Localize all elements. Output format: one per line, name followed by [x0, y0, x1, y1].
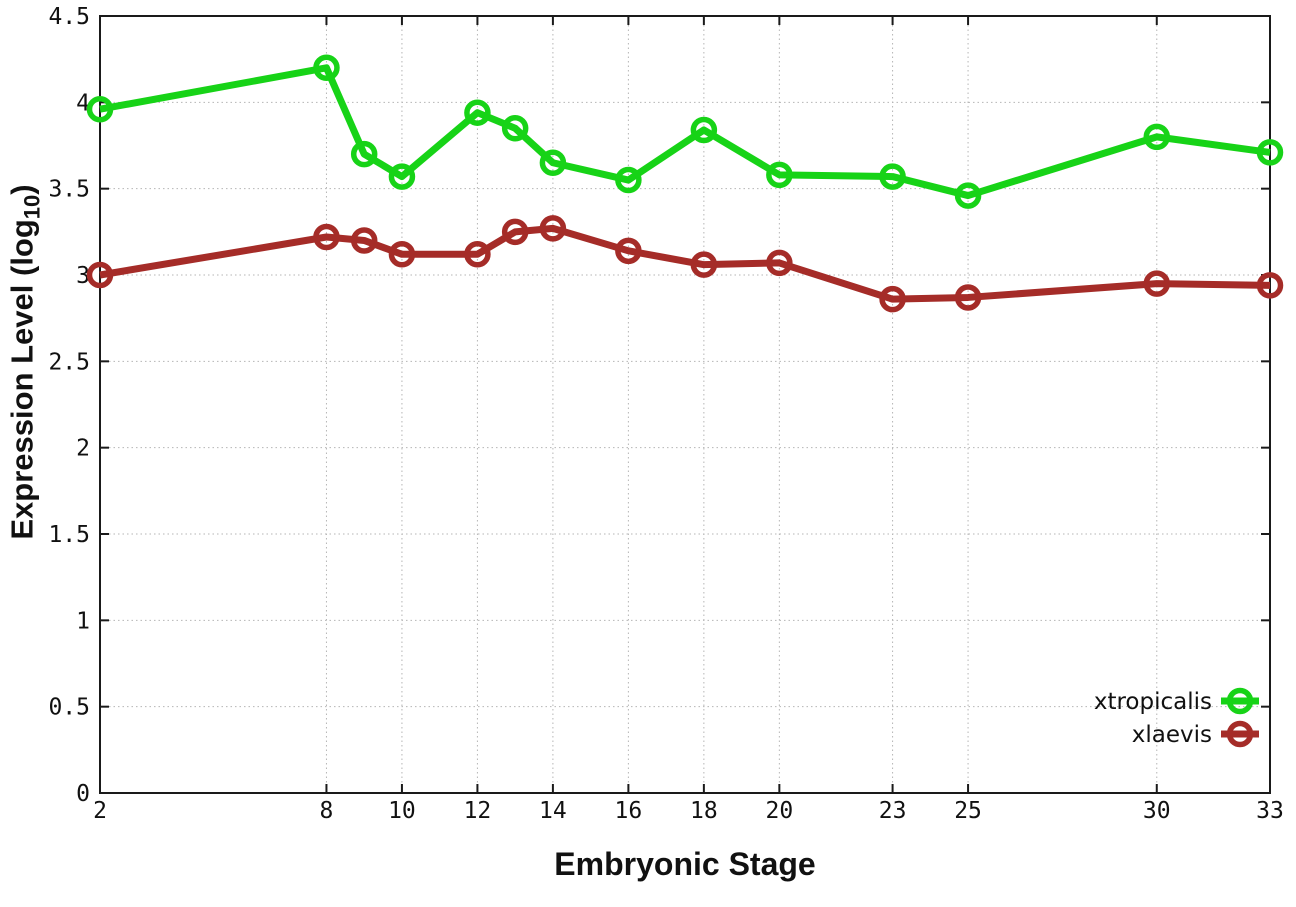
x-tick-label: 2: [93, 798, 107, 824]
y-tick-label: 1.5: [48, 522, 90, 548]
series-marker-xlaevis: [766, 249, 793, 277]
y-axis-title-close: ): [4, 184, 40, 195]
series-marker-xtropicalis: [690, 116, 718, 144]
series-line-xlaevis: [99, 224, 1271, 303]
x-tick-label: 16: [615, 798, 643, 824]
series-marker-xtropicalis: [879, 163, 906, 190]
series-marker-xtropicalis: [1143, 123, 1171, 151]
y-tick-label: 2: [76, 436, 90, 462]
series-marker-xtropicalis: [388, 163, 416, 190]
series-marker-xlaevis: [86, 261, 114, 289]
x-tick-label: 8: [320, 798, 334, 824]
x-tick-label: 23: [879, 798, 907, 824]
series-marker-xtropicalis: [766, 161, 793, 189]
series-marker-xtropicalis: [350, 140, 378, 168]
series-marker-xlaevis: [954, 284, 982, 311]
series-marker-xtropicalis: [86, 95, 114, 123]
series-marker-xlaevis: [1143, 270, 1171, 297]
series-marker-xlaevis: [690, 251, 718, 278]
series-marker-xtropicalis: [1256, 139, 1284, 166]
legend-sample-marker-xlaevis: [1226, 720, 1254, 748]
x-tick-label: 25: [954, 798, 982, 824]
series-marker-xtropicalis: [501, 114, 529, 142]
y-tick-label: 0.5: [48, 695, 90, 721]
series-marker-xtropicalis: [539, 149, 567, 177]
y-axis-title-subscript: 10: [19, 194, 45, 220]
y-tick-label: 0: [76, 781, 90, 807]
series-line-xtropicalis: [99, 64, 1271, 200]
x-axis-title: Embryonic Stage: [554, 846, 816, 882]
y-axis-title: Expression Level (log10): [5, 184, 46, 539]
y-tick-label: 4.5: [48, 4, 90, 30]
plot-border: [99, 15, 1271, 794]
y-tick-label: 1: [76, 608, 90, 634]
series-marker-xlaevis: [615, 237, 642, 265]
series-marker-xlaevis: [879, 285, 906, 313]
series-marker-xtropicalis: [954, 182, 982, 209]
series-marker-xtropicalis: [313, 54, 340, 82]
y-tick-label: 4: [76, 90, 90, 116]
series-marker-xlaevis: [313, 223, 340, 251]
series-marker-xlaevis: [464, 241, 491, 268]
x-tick-label: 12: [464, 798, 492, 824]
x-tick-label: 14: [539, 798, 567, 824]
legend-label-xlaevis: xlaevis: [1132, 722, 1212, 748]
series-marker-xlaevis: [388, 241, 416, 268]
series-marker-xtropicalis: [615, 166, 642, 194]
y-tick-label: 2.5: [48, 349, 90, 375]
x-tick-label: 33: [1256, 798, 1284, 824]
series-marker-xlaevis: [501, 218, 529, 246]
series-marker-xlaevis: [1256, 272, 1284, 299]
y-axis-title-text: Expression Level (log: [4, 219, 40, 540]
x-tick-label: 18: [690, 798, 718, 824]
x-tick-label: 10: [388, 798, 416, 824]
legend-label-xtropicalis: xtropicalis: [1094, 689, 1212, 715]
x-tick-label: 20: [766, 798, 794, 824]
y-tick-label: 3: [76, 263, 90, 289]
series-marker-xlaevis: [350, 227, 378, 254]
series-marker-xtropicalis: [464, 99, 491, 126]
series-marker-xlaevis: [539, 215, 567, 242]
x-tick-label: 30: [1143, 798, 1171, 824]
y-tick-label: 3.5: [48, 177, 90, 203]
legend-sample-marker-xtropicalis: [1226, 687, 1254, 715]
